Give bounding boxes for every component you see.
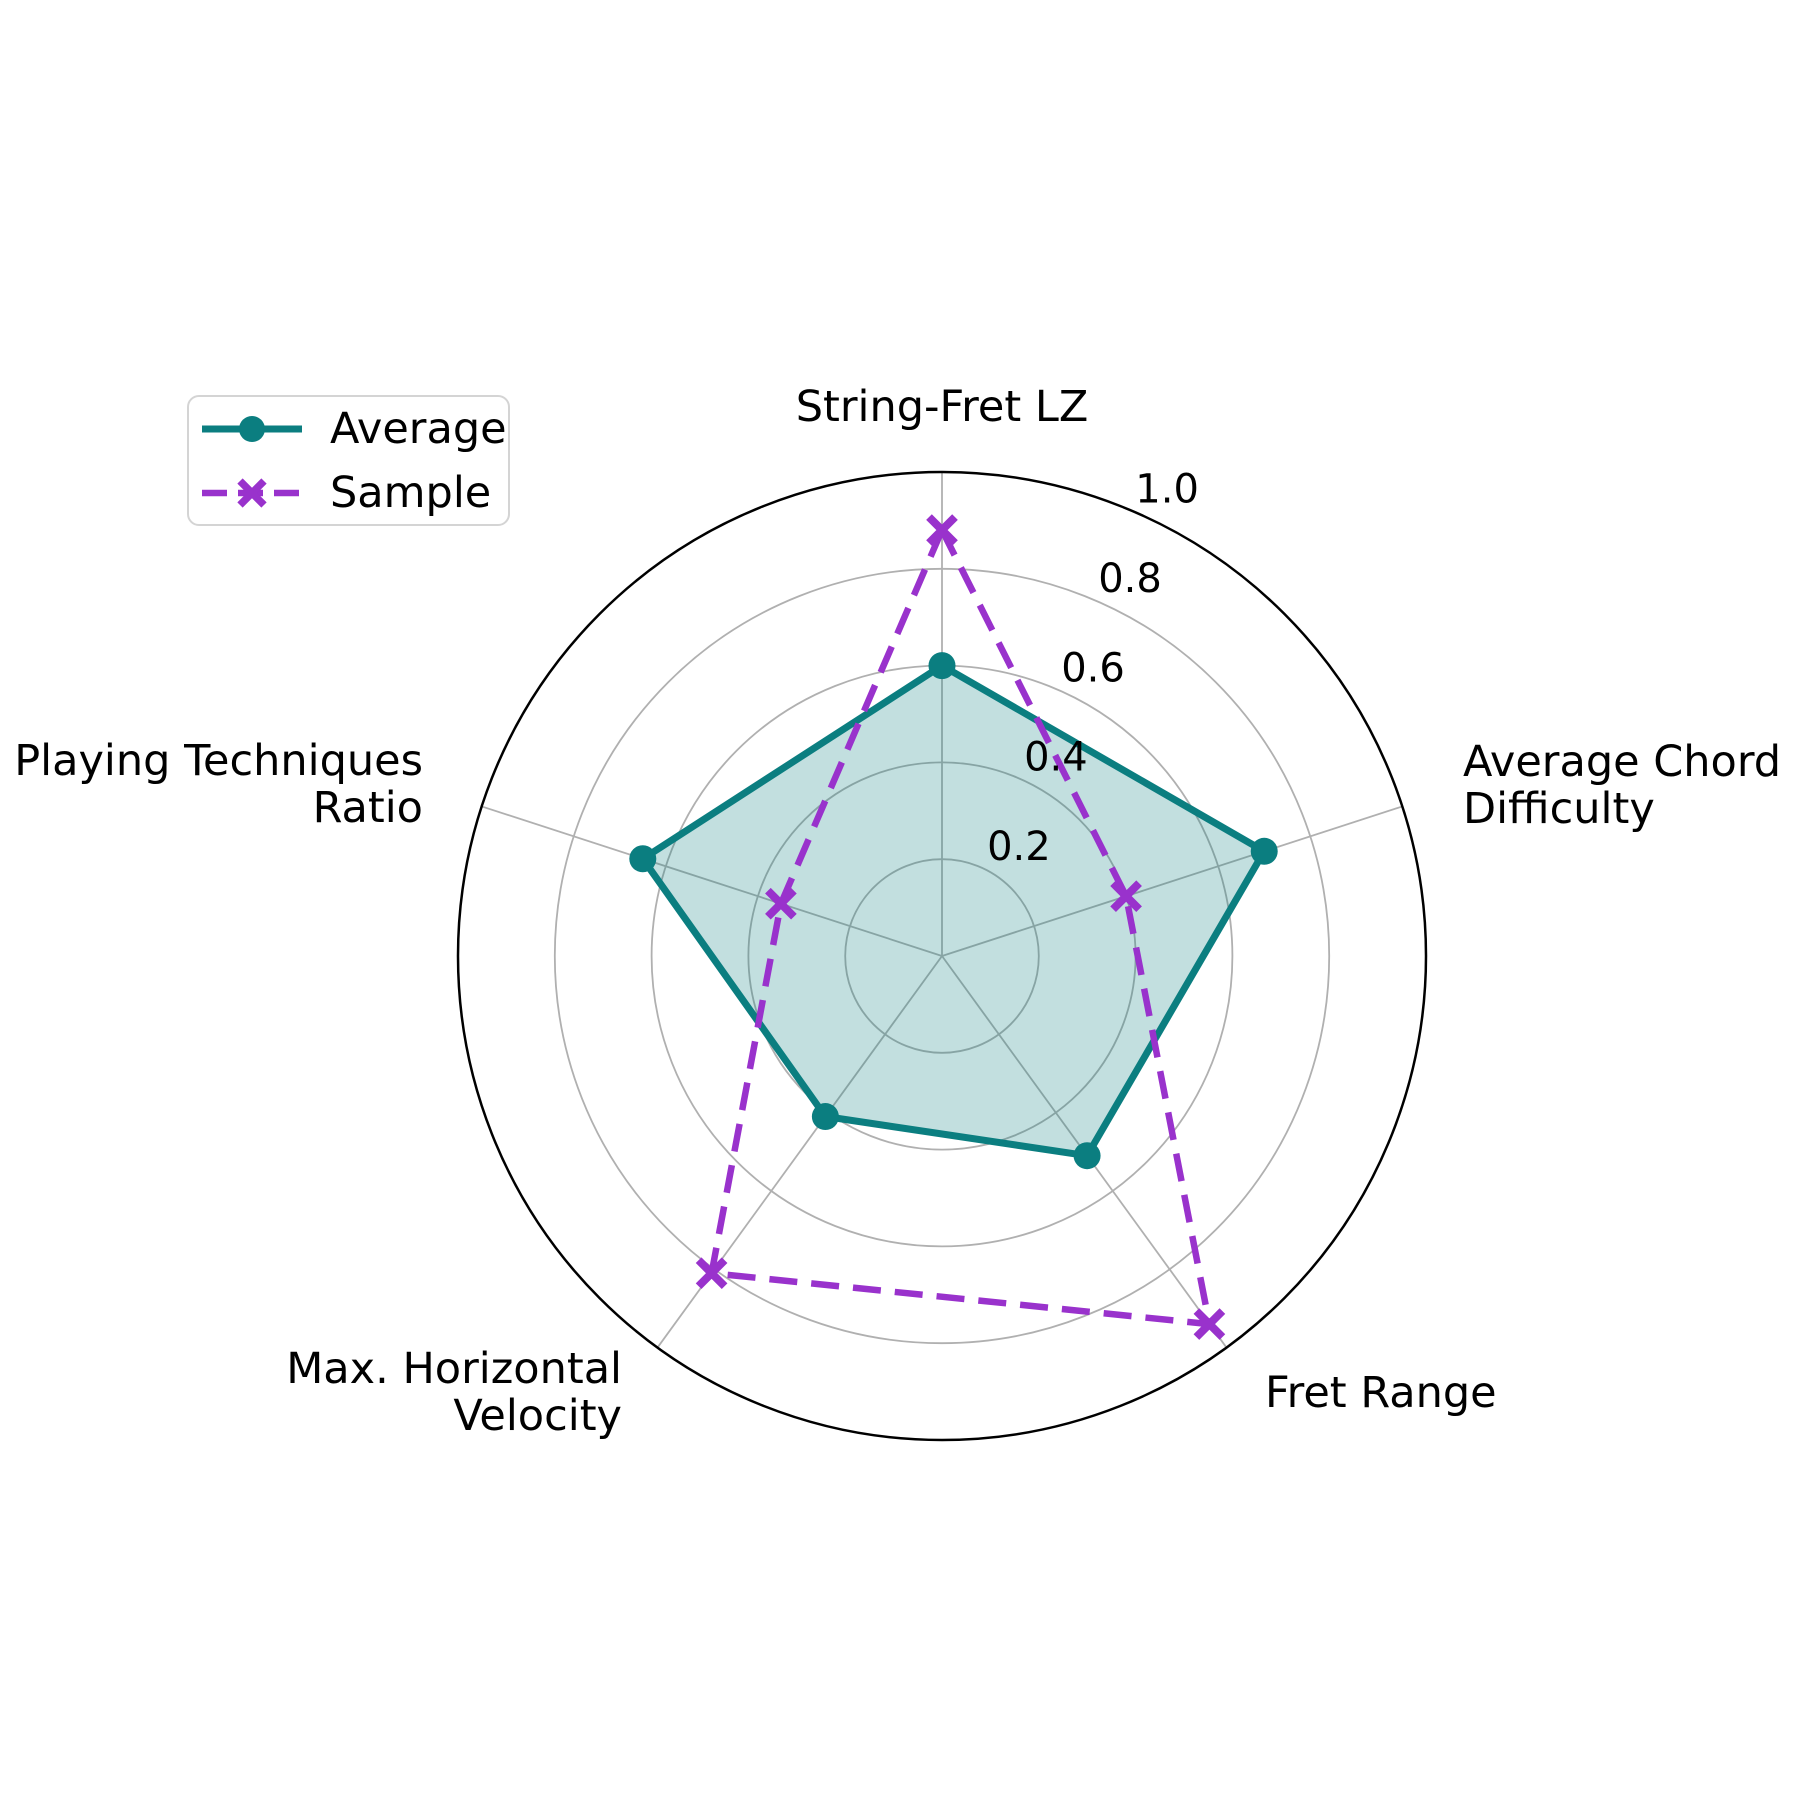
axis-label-string-fret-lz: String-Fret LZ bbox=[795, 382, 1089, 432]
legend-label-sample: Sample bbox=[330, 467, 492, 518]
axis-label-average-chord-difficulty: Average Chord Difficulty bbox=[1463, 737, 1782, 834]
axis-label-fret-range: Fret Range bbox=[1265, 1368, 1497, 1418]
sample-line-icon bbox=[202, 477, 302, 508]
legend-item-average: Average bbox=[200, 404, 508, 454]
legend-sample-x-marker bbox=[237, 477, 267, 508]
axis-spoke bbox=[481, 805, 943, 957]
radial-tick-label: 1.0 bbox=[1135, 466, 1199, 512]
data-point-circle-marker bbox=[1073, 1142, 1101, 1170]
legend: Average Sample bbox=[187, 395, 510, 526]
series-average-fill bbox=[642, 665, 1265, 1156]
data-point-circle-marker bbox=[1250, 837, 1278, 865]
polar-outline bbox=[456, 470, 1428, 1442]
data-point-x-marker bbox=[1193, 1308, 1226, 1340]
legend-label-average: Average bbox=[330, 403, 507, 454]
axis-label-max-horizontal-velocity: Max. Horizontal Velocity bbox=[286, 1344, 622, 1441]
data-point-x-marker bbox=[926, 514, 958, 546]
radial-tick-label: 0.4 bbox=[1024, 735, 1088, 781]
radial-tick-label: 0.8 bbox=[1098, 556, 1162, 602]
data-point-x-marker bbox=[1110, 880, 1142, 913]
axis-label-playing-techniques-ratio: Playing Techniques Ratio bbox=[14, 736, 423, 833]
series-average-line bbox=[639, 662, 1268, 1160]
data-point-circle-marker bbox=[629, 845, 657, 873]
data-point-circle-marker bbox=[811, 1103, 839, 1131]
radial-tick-label: 0.6 bbox=[1061, 645, 1125, 691]
legend-average-circle-marker bbox=[239, 415, 265, 442]
radial-tick-label: 0.2 bbox=[987, 824, 1051, 870]
data-point-circle-marker bbox=[928, 652, 956, 680]
data-point-x-marker bbox=[695, 1257, 728, 1290]
series-sample-line bbox=[708, 526, 1213, 1328]
data-point-x-marker bbox=[765, 887, 797, 920]
average-line-icon bbox=[202, 415, 302, 442]
legend-item-sample: Sample bbox=[200, 468, 508, 518]
axis-spoke bbox=[941, 805, 1403, 957]
